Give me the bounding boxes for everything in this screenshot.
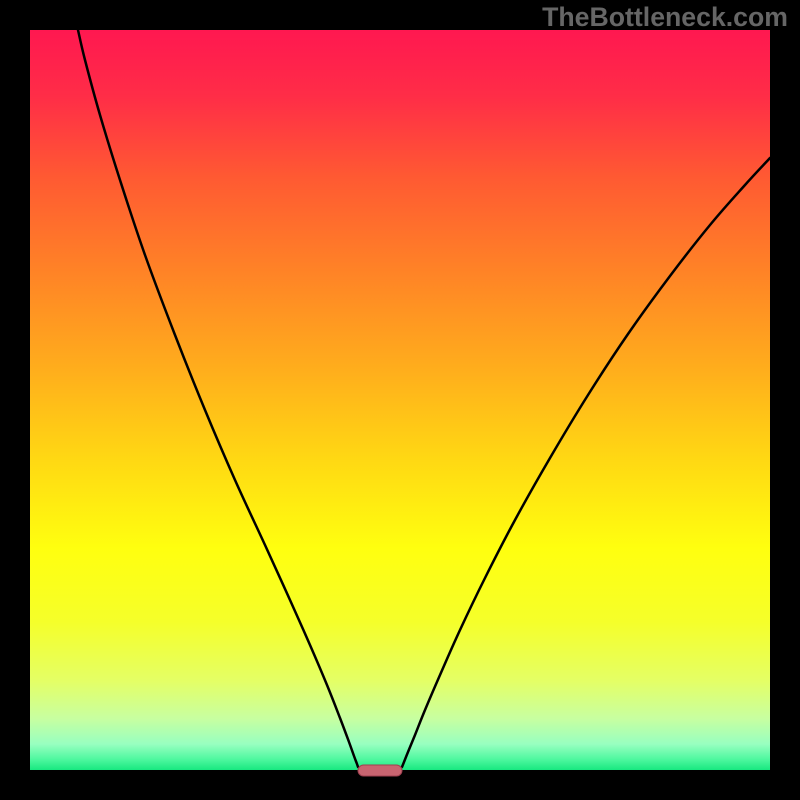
chart-svg bbox=[0, 0, 800, 800]
bottleneck-marker bbox=[358, 765, 402, 776]
plot-background bbox=[30, 30, 770, 770]
watermark-text: TheBottleneck.com bbox=[542, 2, 788, 33]
chart-frame: TheBottleneck.com bbox=[0, 0, 800, 800]
